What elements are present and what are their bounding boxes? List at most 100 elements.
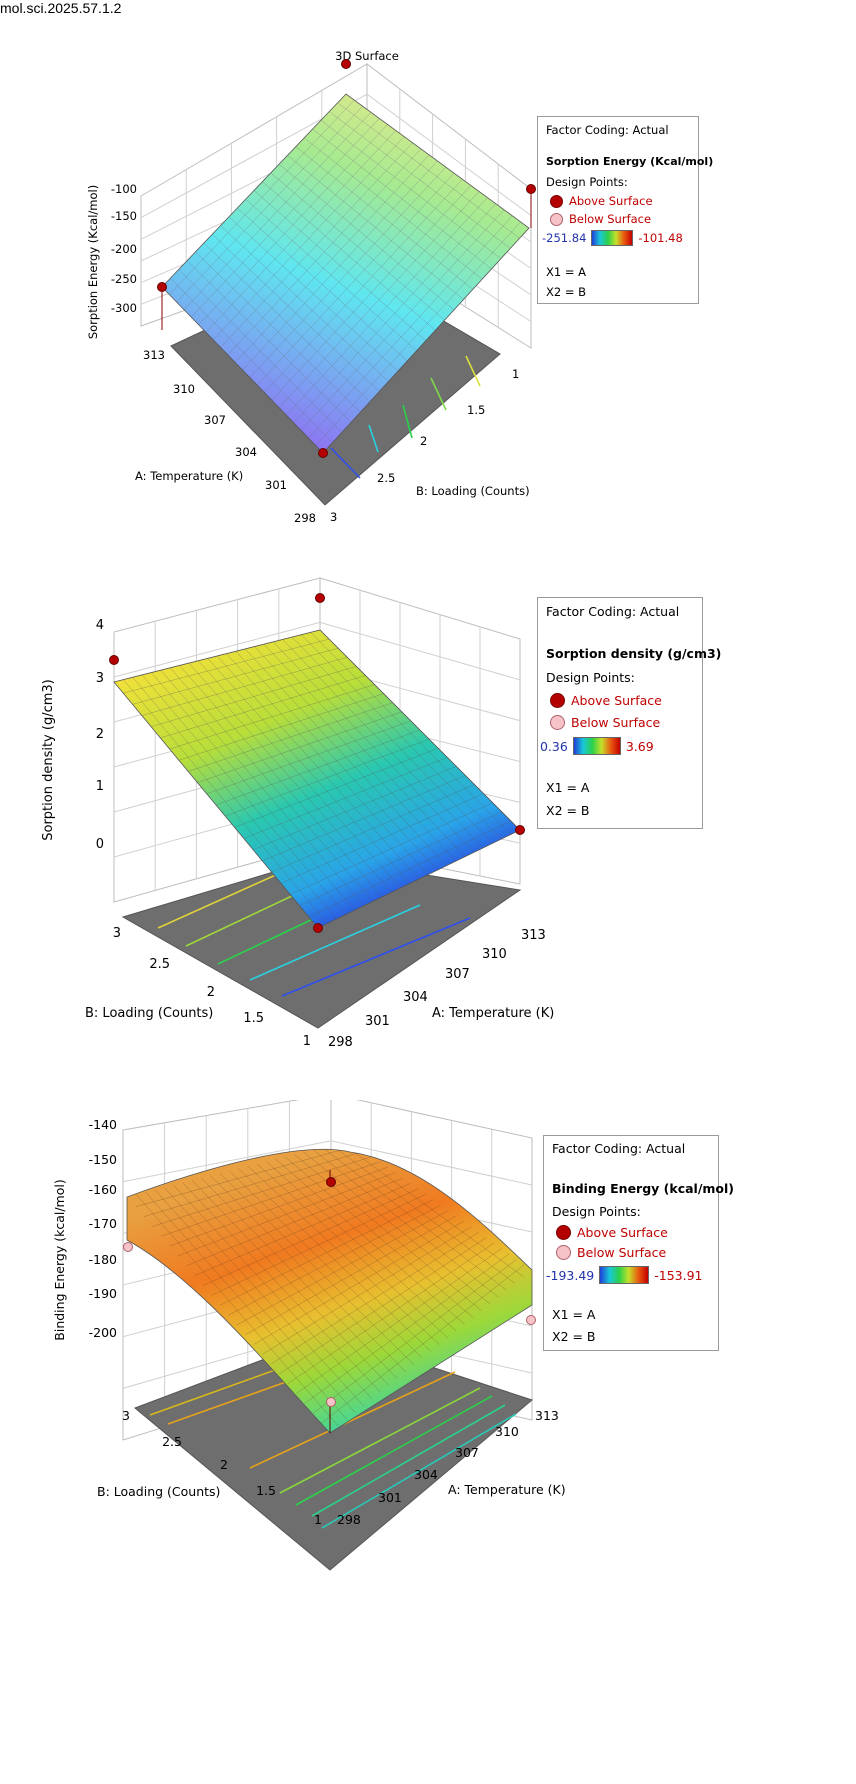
mesh-line	[135, 1149, 358, 1208]
mesh-line	[308, 820, 512, 918]
mesh-line	[191, 1180, 390, 1386]
y-tick: 298	[328, 1035, 353, 1050]
x-tick: 1.5	[243, 1011, 264, 1026]
mesh-line	[337, 102, 520, 239]
mesh-line	[173, 1184, 373, 1400]
surface-plot-1-svg: 3D Surface -100 -150 -200 -250 -300	[86, 49, 536, 525]
legend-x2: X2 = B	[552, 1329, 596, 1344]
legend-box: Factor Coding: Actual Sorption Energy (K…	[537, 116, 713, 304]
x-tick: 2.5	[162, 1434, 182, 1449]
z-tick: -250	[111, 272, 137, 286]
design-point	[315, 593, 325, 603]
x-tick: 301	[265, 478, 287, 492]
y-tick: 310	[482, 947, 507, 962]
below-surface-icon	[556, 1245, 571, 1260]
mesh-line	[293, 203, 496, 423]
wall-grid-line	[319, 621, 521, 681]
mesh-line	[145, 1192, 348, 1420]
mesh-line	[280, 793, 484, 884]
mesh-line	[182, 1182, 381, 1393]
mesh-line	[294, 1154, 482, 1311]
x-tick: 298	[294, 511, 316, 525]
mesh-line	[275, 1158, 465, 1325]
design-point	[515, 825, 525, 835]
mesh-line	[143, 1150, 366, 1217]
x-tick: 304	[235, 445, 257, 459]
legend-above: Above Surface	[546, 194, 653, 208]
x-tick: 2.5	[149, 957, 170, 972]
design-point	[313, 923, 323, 933]
above-surface-icon	[556, 1225, 571, 1240]
y-tick: 304	[403, 990, 428, 1005]
mesh-line	[340, 1149, 524, 1277]
mesh-line	[287, 1242, 495, 1385]
legend-color-scale: 0.36 3.69	[540, 737, 654, 755]
y-tick: 2	[420, 434, 427, 448]
x-tick: 313	[143, 348, 165, 362]
z-tick: -170	[89, 1216, 117, 1231]
mesh-line	[235, 651, 438, 871]
mesh-line	[282, 639, 484, 848]
mesh-line	[273, 641, 475, 853]
x-tick: 307	[204, 413, 226, 427]
mesh-line	[160, 1161, 381, 1237]
legend-x2: X2 = B	[546, 803, 590, 818]
legend-below: Below Surface	[552, 1245, 666, 1260]
mesh-line	[243, 757, 448, 839]
x-tick: 1	[303, 1034, 311, 1049]
above-surface-icon	[550, 194, 563, 208]
mesh-line	[245, 1215, 457, 1335]
mesh-line	[303, 1151, 491, 1305]
z-tick: 1	[96, 779, 104, 794]
legend-x1: X1 = A	[552, 1307, 596, 1322]
mesh-line	[163, 1187, 364, 1407]
y-tick: 307	[445, 967, 470, 982]
mesh-line	[211, 1193, 426, 1296]
mesh-line	[238, 1168, 432, 1352]
surface-plot-1: 3D Surface -100 -150 -200 -250 -300	[0, 0, 856, 560]
mesh-line	[236, 1210, 449, 1326]
mesh-line	[291, 636, 493, 844]
mesh-line	[252, 766, 457, 850]
mesh-line	[320, 120, 502, 259]
z-tick: -300	[111, 301, 137, 315]
y-tick: 2.5	[377, 471, 395, 485]
legend-x2: X2 = B	[546, 285, 587, 299]
gradient-bar	[572, 737, 621, 755]
legend-below: Below Surface	[546, 212, 651, 226]
surface-plot-2: 4 3 2 1 0 Sorption density (g/cm3) 3 2.5…	[0, 560, 856, 1080]
z-tick: -150	[111, 209, 137, 223]
mesh-line	[249, 166, 447, 378]
y-tick: 307	[455, 1445, 479, 1460]
legend-design-points: Design Points:	[546, 175, 628, 189]
z-axis-label: Sorption Energy (Kcal/mol)	[86, 185, 100, 339]
y-tick: 310	[495, 1424, 519, 1439]
x-tick: 3	[113, 926, 121, 941]
surface-plot-2-svg: 4 3 2 1 0 Sorption density (g/cm3) 3 2.5…	[41, 577, 554, 1050]
design-point	[109, 655, 119, 665]
x-tick: 2	[207, 985, 215, 1000]
mesh-line	[270, 1231, 480, 1365]
wall-grid-line	[113, 621, 321, 678]
above-surface-icon	[550, 693, 565, 708]
legend-x1: X1 = A	[546, 780, 590, 795]
y-tick: 304	[414, 1467, 438, 1482]
legend-design-points: Design Points:	[552, 1204, 641, 1219]
mesh-line	[210, 1175, 406, 1373]
wall-grid-line	[330, 1140, 533, 1186]
mesh-line	[263, 644, 466, 857]
z-tick: -160	[89, 1182, 117, 1197]
mesh-line	[194, 1183, 411, 1276]
x-tick: 1	[314, 1512, 322, 1527]
mesh-line	[329, 111, 511, 249]
mesh-line	[312, 1149, 499, 1298]
design-point	[526, 1315, 536, 1325]
z-tick: -190	[89, 1286, 117, 1301]
design-point	[326, 1397, 336, 1407]
surface-plot-3-svg: -140 -150 -160 -170 -180 -190 -200 Bindi…	[52, 1100, 566, 1571]
legend-design-points: Design Points:	[546, 670, 635, 685]
mesh-line	[262, 1226, 472, 1355]
mesh-line	[256, 173, 455, 386]
mesh-line	[219, 1199, 434, 1306]
mesh-line	[290, 802, 493, 895]
